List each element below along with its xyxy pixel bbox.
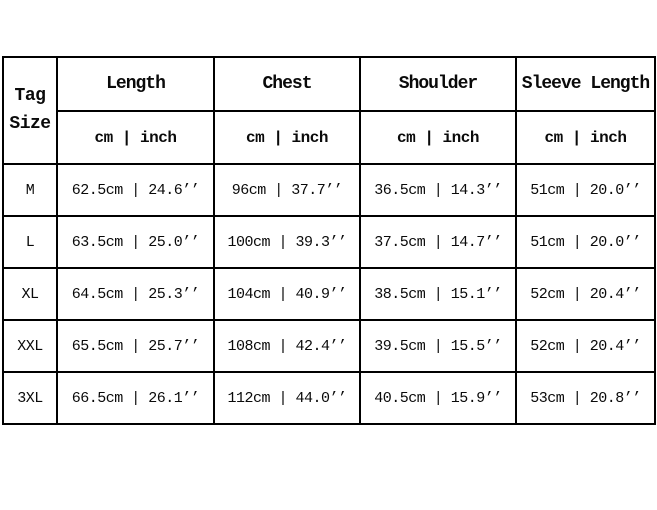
cell-l-sleeve-length: 51cm | 20.0’’	[515, 215, 656, 269]
cell-xxl-chest: 108cm | 42.4’’	[213, 319, 361, 373]
table-row-l: L 63.5cm | 25.0’’ 100cm | 39.3’’ 37.5cm …	[2, 215, 656, 269]
unit-header-chest: cm | inch	[213, 110, 361, 165]
cell-l-length: 63.5cm | 25.0’’	[56, 215, 215, 269]
cell-3xl-shoulder: 40.5cm | 15.9’’	[359, 371, 517, 425]
unit-header-length: cm | inch	[56, 110, 215, 165]
col-header-length: Length	[56, 56, 215, 112]
cell-xl-shoulder: 38.5cm | 15.1’’	[359, 267, 517, 321]
cell-m-length: 62.5cm | 24.6’’	[56, 163, 215, 217]
cell-l-shoulder: 37.5cm | 14.7’’	[359, 215, 517, 269]
header-row-units: cm | inch cm | inch cm | inch cm | inch	[3, 110, 656, 165]
size-chart-table: Tag Size Length Chest Shoulder Sleeve Le…	[2, 56, 656, 425]
row-label-xl: XL	[2, 267, 58, 321]
cell-m-shoulder: 36.5cm | 14.3’’	[359, 163, 517, 217]
header-row-labels: Tag Size Length Chest Shoulder Sleeve Le…	[2, 56, 656, 165]
table-row-m: M 62.5cm | 24.6’’ 96cm | 37.7’’ 36.5cm |…	[2, 163, 656, 217]
unit-header-shoulder: cm | inch	[359, 110, 517, 165]
cell-xl-sleeve-length: 52cm | 20.4’’	[515, 267, 656, 321]
cell-m-chest: 96cm | 37.7’’	[213, 163, 361, 217]
row-label-l: L	[2, 215, 58, 269]
col-header-chest: Chest	[213, 56, 361, 112]
cell-3xl-sleeve-length: 53cm | 20.8’’	[515, 371, 656, 425]
corner-header-line-size: Size	[9, 113, 51, 134]
unit-header-sleeve-length: cm | inch	[515, 110, 656, 165]
cell-xxl-length: 65.5cm | 25.7’’	[56, 319, 215, 373]
row-label-3xl: 3XL	[2, 371, 58, 425]
row-label-m: M	[2, 163, 58, 217]
cell-l-chest: 100cm | 39.3’’	[213, 215, 361, 269]
table-row-xl: XL 64.5cm | 25.3’’ 104cm | 40.9’’ 38.5cm…	[2, 267, 656, 321]
cell-m-sleeve-length: 51cm | 20.0’’	[515, 163, 656, 217]
row-label-xxl: XXL	[2, 319, 58, 373]
col-header-shoulder: Shoulder	[359, 56, 517, 112]
table-row-xxl: XXL 65.5cm | 25.7’’ 108cm | 42.4’’ 39.5c…	[2, 319, 656, 373]
cell-3xl-chest: 112cm | 44.0’’	[213, 371, 361, 425]
corner-header-line-tag: Tag	[14, 85, 46, 106]
cell-3xl-length: 66.5cm | 26.1’’	[56, 371, 215, 425]
cell-xxl-sleeve-length: 52cm | 20.4’’	[515, 319, 656, 373]
col-header-sleeve-length: Sleeve Length	[515, 56, 656, 112]
cell-xl-length: 64.5cm | 25.3’’	[56, 267, 215, 321]
cell-xxl-shoulder: 39.5cm | 15.5’’	[359, 319, 517, 373]
cell-xl-chest: 104cm | 40.9’’	[213, 267, 361, 321]
table-row-3xl: 3XL 66.5cm | 26.1’’ 112cm | 44.0’’ 40.5c…	[2, 371, 656, 425]
corner-header-tag-size: Tag Size	[2, 56, 58, 165]
